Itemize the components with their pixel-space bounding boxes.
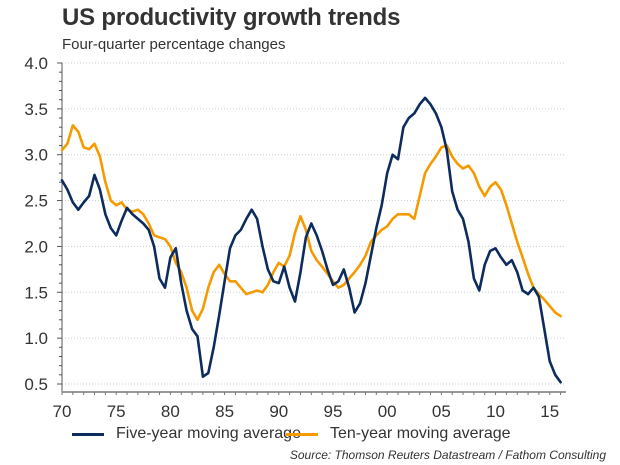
y-tick-label: 3.0 xyxy=(24,146,48,165)
series-lines xyxy=(60,96,562,384)
x-tick-label: 95 xyxy=(324,402,343,421)
y-tick-labels: 0.5 1.0 1.5 2.0 2.5 3.0 3.5 4.0 xyxy=(24,54,48,394)
y-tick-label: 2.5 xyxy=(24,192,48,211)
series-line-five-year xyxy=(60,96,562,384)
x-tick-label: 85 xyxy=(215,402,234,421)
y-tick-label: 3.5 xyxy=(24,100,48,119)
y-tick-label: 1.5 xyxy=(24,283,48,302)
y-tick-label: 0.5 xyxy=(24,375,48,394)
x-tick-label: 05 xyxy=(432,402,451,421)
source-note: Source: Thomson Reuters Datastream / Fat… xyxy=(289,448,606,462)
chart-subtitle: Four-quarter percentage changes xyxy=(62,36,286,53)
legend-item-ten-year: Ten-year moving average xyxy=(286,425,511,443)
x-tick-label: 75 xyxy=(107,402,126,421)
series-line-ten-year xyxy=(60,124,562,322)
x-tick-label: 10 xyxy=(486,402,505,421)
y-tick-label: 4.0 xyxy=(24,54,48,73)
legend-swatch-ten-year xyxy=(286,432,318,436)
x-tick-label: 15 xyxy=(540,402,559,421)
y-tick-label: 2.0 xyxy=(24,237,48,256)
chart-title: US productivity growth trends xyxy=(62,4,401,31)
x-tick-label: 70 xyxy=(53,402,72,421)
x-tick-label: 00 xyxy=(378,402,397,421)
y-tick-label: 1.0 xyxy=(24,329,48,348)
x-tick-label: 80 xyxy=(161,402,180,421)
x-tick-labels: 70 75 80 85 90 95 00 05 10 15 xyxy=(53,402,560,421)
legend-swatch-five-year xyxy=(72,432,104,436)
gridlines xyxy=(62,62,566,385)
legend-label-five-year: Five-year moving average xyxy=(116,425,301,442)
x-tick-label: 90 xyxy=(269,402,288,421)
axes xyxy=(57,62,566,395)
legend-label-ten-year: Ten-year moving average xyxy=(330,425,511,442)
legend-item-five-year: Five-year moving average xyxy=(72,425,301,443)
